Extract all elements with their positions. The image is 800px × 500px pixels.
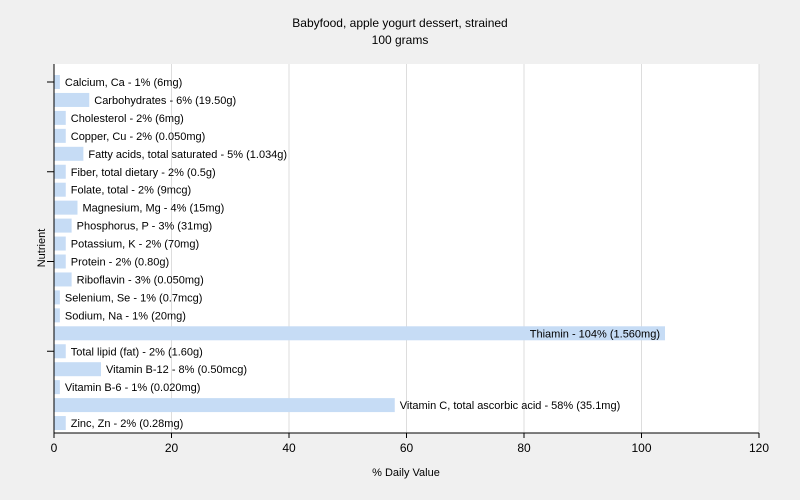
bar <box>54 146 84 161</box>
bar-label: Fatty acids, total saturated - 5% (1.034… <box>88 149 287 161</box>
x-tick-label: 20 <box>165 441 179 455</box>
x-axis-title: % Daily Value <box>372 467 440 479</box>
bar-label: Folate, total - 2% (9mcg) <box>71 185 191 197</box>
bar <box>54 218 72 233</box>
bar-label: Potassium, K - 2% (70mg) <box>71 239 199 251</box>
chart-title: Babyfood, apple yogurt dessert, strained <box>292 16 507 30</box>
bar <box>54 164 66 179</box>
bar-label: Selenium, Se - 1% (0.7mcg) <box>65 292 203 304</box>
bar <box>54 326 665 341</box>
bar-label: Riboflavin - 3% (0.050mg) <box>77 274 204 286</box>
bar <box>54 75 60 89</box>
bar-label: Calcium, Ca - 1% (6mg) <box>65 77 182 89</box>
bar <box>54 344 66 359</box>
bar-label: Sodium, Na - 1% (20mg) <box>65 310 186 322</box>
bar-label: Zinc, Zn - 2% (0.28mg) <box>71 418 183 430</box>
bar <box>54 128 66 143</box>
bar-label: Vitamin B-12 - 8% (0.50mcg) <box>106 364 247 376</box>
bar <box>54 416 66 431</box>
chart-subtitle: 100 grams <box>372 33 429 47</box>
x-tick-label: 100 <box>631 441 651 455</box>
bar-label: Thiamin - 104% (1.560mg) <box>530 328 660 340</box>
x-tick-label: 120 <box>749 441 769 455</box>
bar-label: Cholesterol - 2% (6mg) <box>71 113 184 125</box>
bar-label: Vitamin C, total ascorbic acid - 58% (35… <box>400 400 621 412</box>
bar <box>54 110 66 125</box>
bar <box>54 236 66 251</box>
bar <box>54 272 72 287</box>
bar <box>54 398 395 413</box>
bar-label: Copper, Cu - 2% (0.050mg) <box>71 131 206 143</box>
bar <box>54 290 60 305</box>
bars: Calcium, Ca - 1% (6mg) Carbohydrates - 6%… <box>54 75 665 431</box>
bar-label: Protein - 2% (0.80g) <box>71 257 169 269</box>
bar-label: Phosphorus, P - 3% (31mg) <box>77 221 213 233</box>
bar-label: Fiber, total dietary - 2% (0.5g) <box>71 167 216 179</box>
bar-label: Magnesium, Mg - 4% (15mg) <box>83 203 225 215</box>
grid-lines <box>171 64 760 433</box>
bar <box>54 362 101 377</box>
bar <box>54 182 66 197</box>
bar-label: Vitamin B-6 - 1% (0.020mg) <box>65 382 201 394</box>
bar <box>54 92 90 107</box>
x-tick-label: 80 <box>517 441 531 455</box>
bar <box>54 200 78 215</box>
x-tick-label: 0 <box>51 441 58 455</box>
bar <box>54 308 60 323</box>
x-tick-label: 60 <box>400 441 414 455</box>
bar-label: Total lipid (fat) - 2% (1.60g) <box>71 346 203 358</box>
bar <box>54 254 66 269</box>
bar <box>54 380 60 395</box>
bar-label: Carbohydrates - 6% (19.50g) <box>94 95 236 107</box>
x-tick-label: 40 <box>282 441 296 455</box>
axes: 0 20 40 60 80 100 120 <box>47 64 769 455</box>
y-axis-title: Nutrient <box>36 229 48 268</box>
